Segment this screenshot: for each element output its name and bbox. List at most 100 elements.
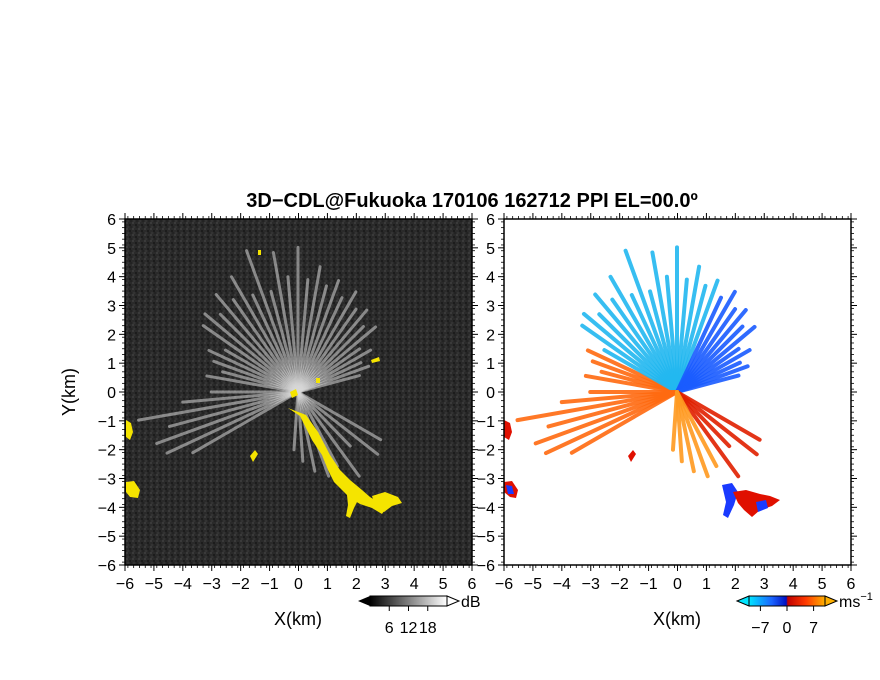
y-tick-label: −4 bbox=[98, 500, 116, 517]
velocity-y-tick-labels: 6 5 4 3 2 1 0 −1 −2 −3 −4 −5 −6 bbox=[477, 212, 495, 575]
radar-spoke bbox=[271, 250, 300, 394]
reflectivity-x-axis-label: X(km) bbox=[274, 609, 322, 629]
x-tick-label: 0 bbox=[294, 576, 303, 593]
radar-spoke bbox=[155, 390, 300, 445]
chart-title: 3D−CDL@Fukuoka 170106 162712 PPI EL=00.0… bbox=[246, 190, 698, 212]
reflectivity-x-tick-labels: −6 −5 −4 −3 −2 −1 0 1 2 3 4 5 6 bbox=[116, 576, 477, 593]
y-tick-label: 2 bbox=[486, 327, 495, 344]
radar-spoke bbox=[650, 250, 679, 394]
radar-spoke bbox=[675, 390, 759, 457]
radar-spoke bbox=[296, 390, 361, 478]
colorbar-tick-label: 7 bbox=[809, 620, 818, 637]
radar-spoke bbox=[533, 390, 679, 446]
reflectivity-tick-marks bbox=[119, 213, 478, 571]
colorbar-tick-label: 12 bbox=[400, 620, 418, 637]
x-tick-label: −2 bbox=[232, 576, 250, 593]
x-tick-label: 4 bbox=[410, 576, 419, 593]
x-tick-label: −3 bbox=[203, 576, 221, 593]
radar-spoke bbox=[296, 279, 341, 394]
y-tick-label: 6 bbox=[486, 212, 495, 229]
velocity-colorbar-min-arrow bbox=[735, 595, 750, 607]
x-tick-label: 0 bbox=[673, 576, 682, 593]
velocity-colorbar: ms−1 −7 0 7 bbox=[735, 591, 873, 637]
radar-spoke bbox=[296, 390, 317, 473]
x-tick-label: −3 bbox=[582, 576, 600, 593]
y-tick-label: −2 bbox=[477, 443, 495, 460]
y-tick-label: 0 bbox=[486, 385, 495, 402]
reflectivity-y-axis-label: Y(km) bbox=[59, 368, 79, 416]
y-tick-label: 5 bbox=[486, 241, 495, 258]
radar-spoke bbox=[229, 275, 300, 394]
velocity-far-echo bbox=[504, 420, 780, 518]
colorbar-tick-label: 0 bbox=[783, 620, 792, 637]
radar-spoke bbox=[245, 249, 300, 394]
x-tick-label: 3 bbox=[760, 576, 769, 593]
reflectivity-colorbar-max-arrow bbox=[446, 595, 461, 607]
y-tick-label: 4 bbox=[107, 270, 116, 287]
radar-spoke bbox=[675, 390, 710, 479]
x-tick-label: 5 bbox=[818, 576, 827, 593]
x-tick-label: −5 bbox=[145, 576, 163, 593]
y-tick-label: 1 bbox=[107, 356, 116, 373]
y-tick-label: 3 bbox=[107, 299, 116, 316]
colorbar-tick-label: 18 bbox=[419, 620, 437, 637]
radar-spoke bbox=[296, 284, 328, 394]
radar-spoke bbox=[296, 390, 380, 456]
y-tick-label: 6 bbox=[107, 212, 116, 229]
x-tick-label: −6 bbox=[116, 576, 134, 593]
radar-spoke bbox=[218, 312, 300, 394]
x-tick-label: 6 bbox=[468, 576, 477, 593]
reflectivity-colorbar-unit: dB bbox=[461, 594, 481, 611]
radar-spoke bbox=[296, 290, 358, 394]
radar-spoke bbox=[296, 265, 322, 394]
radar-spoke bbox=[296, 296, 344, 394]
radar-spoke bbox=[137, 390, 300, 422]
reflectivity-panel: −6 −5 −4 −3 −2 −1 0 1 2 3 4 5 6 6543210−1−2−3−4−5−6 … bbox=[59, 212, 481, 637]
radar-spoke bbox=[296, 308, 369, 394]
x-tick-label: 3 bbox=[381, 576, 390, 593]
x-tick-label: 1 bbox=[323, 576, 332, 593]
radar-spoke bbox=[296, 374, 361, 394]
radar-spoke bbox=[623, 248, 679, 394]
x-tick-label: 2 bbox=[731, 576, 740, 593]
radar-spoke bbox=[203, 312, 300, 394]
radar-spoke bbox=[296, 390, 305, 463]
y-tick-label: −1 bbox=[477, 414, 495, 431]
radar-spoke bbox=[515, 390, 679, 423]
reflectivity-colorbar-bar bbox=[369, 595, 448, 607]
radar-spoke bbox=[168, 390, 300, 428]
x-tick-label: −1 bbox=[260, 576, 278, 593]
velocity-panel: −6 −5 −4 −3 −2 −1 0 1 2 3 4 5 6 6543210−1−2−3−4−5−6 … bbox=[477, 212, 873, 637]
x-tick-label: 6 bbox=[847, 576, 856, 593]
y-tick-label: 2 bbox=[107, 327, 116, 344]
radar-spoke bbox=[231, 298, 300, 394]
radar-spoke bbox=[296, 278, 310, 394]
y-tick-label: −2 bbox=[98, 443, 116, 460]
velocity-tick-marks bbox=[498, 213, 857, 571]
x-tick-label: 4 bbox=[789, 576, 798, 593]
y-tick-label: −3 bbox=[477, 472, 495, 489]
radar-spoke bbox=[269, 289, 300, 394]
radar-spoke bbox=[214, 293, 300, 394]
x-tick-label: −4 bbox=[174, 576, 192, 593]
y-tick-label: −5 bbox=[477, 529, 495, 546]
y-tick-label: 5 bbox=[107, 241, 116, 258]
radar-spoke bbox=[543, 390, 679, 456]
y-tick-label: −5 bbox=[98, 529, 116, 546]
velocity-colorbar-bar bbox=[748, 595, 826, 607]
y-tick-label: 1 bbox=[486, 356, 495, 373]
x-tick-label: 2 bbox=[352, 576, 361, 593]
y-tick-label: 3 bbox=[486, 299, 495, 316]
x-tick-label: 5 bbox=[439, 576, 448, 593]
y-tick-label: 0 bbox=[107, 385, 116, 402]
radar-spoke bbox=[286, 275, 300, 394]
x-tick-label: −1 bbox=[639, 576, 657, 593]
colorbar-tick-label: 6 bbox=[385, 620, 394, 637]
x-tick-label: −5 bbox=[524, 576, 542, 593]
radar-spoke bbox=[201, 324, 300, 394]
reflectivity-colorbar: dB 6 12 18 bbox=[358, 594, 481, 637]
y-tick-label: 4 bbox=[486, 270, 495, 287]
reflectivity-spokes bbox=[137, 245, 383, 478]
radar-spoke bbox=[675, 373, 741, 394]
